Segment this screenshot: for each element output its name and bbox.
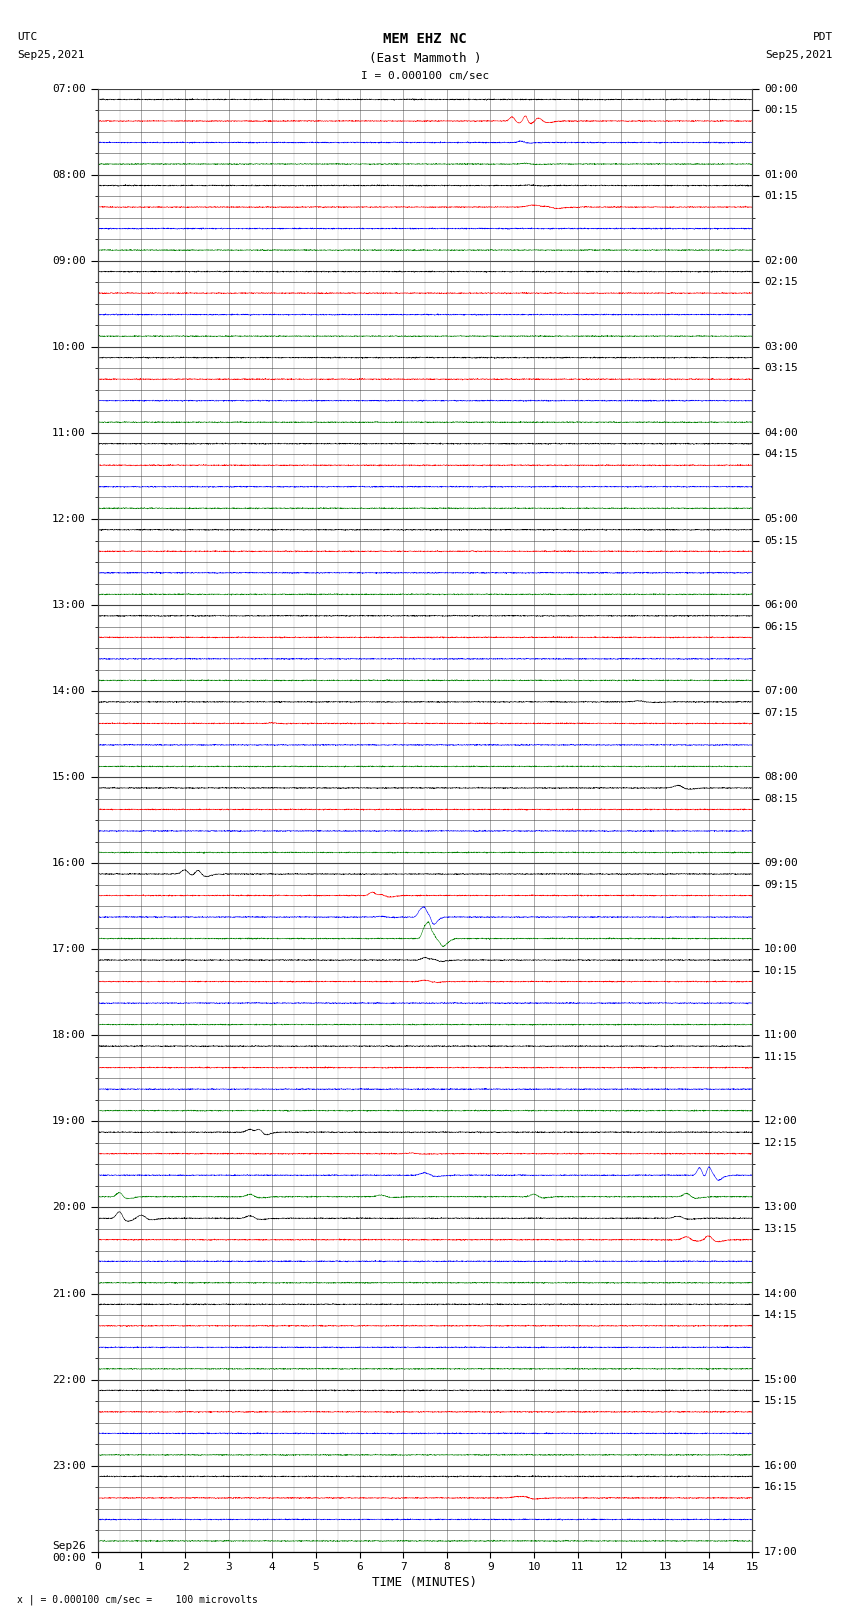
Text: Sep25,2021: Sep25,2021 xyxy=(766,50,833,60)
Text: x | = 0.000100 cm/sec =    100 microvolts: x | = 0.000100 cm/sec = 100 microvolts xyxy=(17,1594,258,1605)
Text: PDT: PDT xyxy=(813,32,833,42)
Text: Sep25,2021: Sep25,2021 xyxy=(17,50,84,60)
Text: UTC: UTC xyxy=(17,32,37,42)
X-axis label: TIME (MINUTES): TIME (MINUTES) xyxy=(372,1576,478,1589)
Text: (East Mammoth ): (East Mammoth ) xyxy=(369,52,481,65)
Text: MEM EHZ NC: MEM EHZ NC xyxy=(383,32,467,47)
Text: I = 0.000100 cm/sec: I = 0.000100 cm/sec xyxy=(361,71,489,81)
